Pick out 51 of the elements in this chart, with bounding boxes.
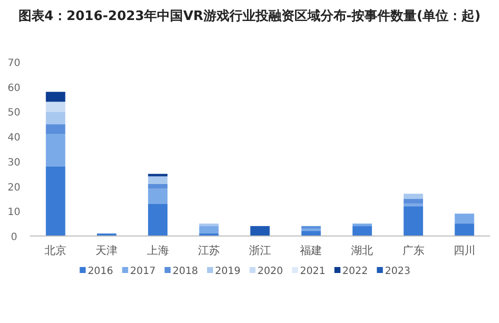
- x-tick-label: 湖北: [351, 244, 374, 257]
- legend-label: 2021: [300, 266, 326, 277]
- bar: [454, 214, 474, 224]
- y-tick-label: 30: [8, 157, 20, 168]
- x-tick-label: 北京: [44, 244, 67, 257]
- bar: [352, 224, 372, 226]
- bar: [301, 228, 321, 232]
- legend-label: 2020: [258, 266, 283, 277]
- bar: [148, 174, 168, 176]
- bar: [46, 92, 66, 102]
- legend-label: 2017: [130, 266, 156, 277]
- y-tick-label: 70: [8, 58, 20, 69]
- x-tick-label: 浙江: [249, 244, 271, 257]
- legend-label: 2016: [88, 266, 114, 277]
- bar: [404, 198, 424, 204]
- bar: [454, 224, 474, 236]
- bar: [148, 204, 168, 236]
- bar: [301, 226, 321, 229]
- bar: [148, 188, 168, 204]
- legend-label: 2019: [215, 266, 240, 277]
- bar: [46, 102, 66, 112]
- legend-label: 2023: [384, 266, 410, 277]
- bar: [148, 176, 168, 184]
- bar: [46, 166, 66, 236]
- legend-label: 2022: [342, 266, 368, 277]
- y-tick-label: 0: [10, 232, 18, 243]
- bar: [199, 224, 219, 226]
- x-tick-label: 天津: [96, 244, 118, 257]
- y-tick-label: 50: [8, 108, 20, 119]
- bar: [404, 194, 424, 199]
- bar: [46, 112, 66, 124]
- x-tick-label: 福建: [300, 244, 322, 257]
- bar: [404, 206, 424, 236]
- bar: [148, 184, 168, 189]
- y-tick-label: 60: [8, 82, 20, 94]
- chart-title: 图表4：2016-2023年中国VR游戏行业投融资区域分布-按事件数量(单位：起): [18, 8, 481, 24]
- bar: [301, 231, 321, 236]
- bar: [404, 204, 424, 206]
- x-tick-label: 四川: [453, 244, 476, 257]
- x-tick-label: 广东: [402, 244, 424, 257]
- x-tick-label: 上海: [146, 244, 169, 257]
- bar: [352, 226, 372, 236]
- y-tick-label: 10: [8, 207, 20, 218]
- bar: [46, 134, 66, 166]
- bar: [199, 226, 219, 234]
- y-tick-label: 40: [8, 132, 20, 144]
- y-tick-label: 20: [8, 182, 20, 194]
- bar: [46, 124, 66, 134]
- bar: [250, 226, 270, 236]
- legend-label: 2018: [172, 266, 198, 277]
- x-tick-label: 江苏: [198, 244, 220, 257]
